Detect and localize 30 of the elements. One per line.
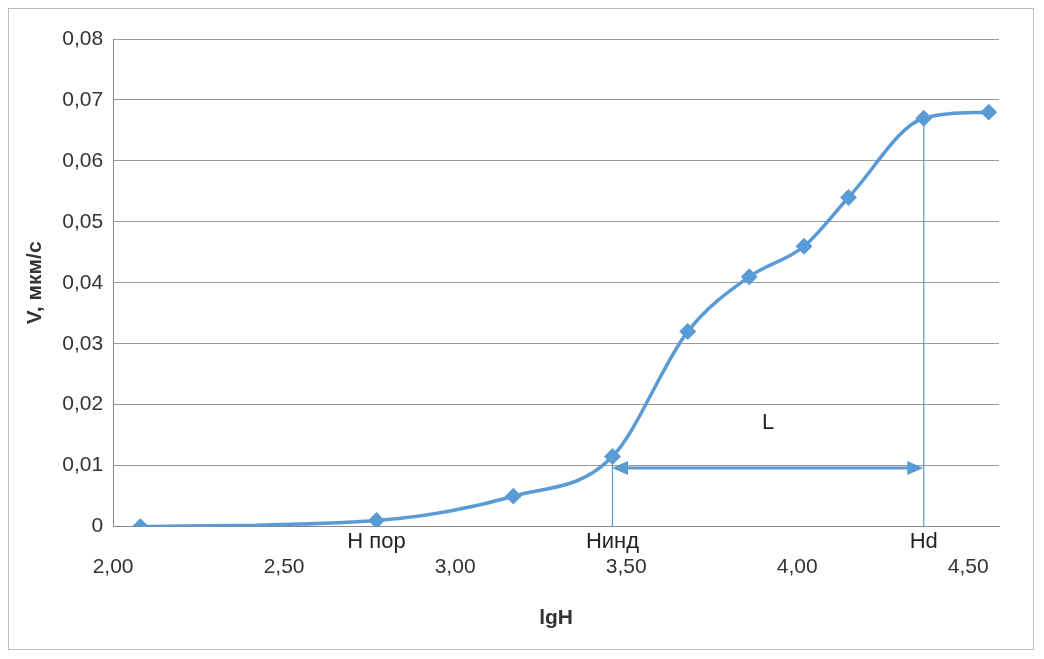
x-tick-label: 4,50 xyxy=(947,554,989,577)
y-axis-title: V, мкм/с xyxy=(22,241,46,325)
point xyxy=(741,268,758,285)
annotation: Н пор xyxy=(347,527,406,553)
y-tick-label: 0,02 xyxy=(62,391,104,415)
point xyxy=(916,110,932,126)
y-tick-label: 0,01 xyxy=(62,452,104,476)
point xyxy=(980,104,997,120)
y-tick-label: 0,05 xyxy=(62,208,104,232)
ref-line-label: Hd xyxy=(909,527,938,553)
x-tick-label: 4,00 xyxy=(776,554,818,577)
y-tick-label: 0,07 xyxy=(62,86,104,110)
y-tick-label: 0 xyxy=(91,513,104,537)
point xyxy=(505,488,522,504)
y-tick-label: 0,06 xyxy=(62,147,104,171)
x-tick-label: 3,50 xyxy=(605,554,647,577)
y-tick-label: 0,04 xyxy=(62,269,104,293)
x-tick-label: 2,00 xyxy=(92,554,134,577)
point xyxy=(840,189,857,206)
point xyxy=(679,323,696,340)
x-tick-label: 2,50 xyxy=(263,554,305,577)
annotation: L xyxy=(761,409,775,435)
point xyxy=(796,238,812,254)
point xyxy=(368,512,385,527)
point xyxy=(604,448,621,465)
y-tick-label: 0,03 xyxy=(62,330,104,354)
x-tick-label: 3,00 xyxy=(434,554,476,577)
y-tick-label: 0,08 xyxy=(62,25,104,49)
ref-line-label: Нинд xyxy=(585,527,640,553)
x-axis-title: lgH xyxy=(539,605,573,629)
